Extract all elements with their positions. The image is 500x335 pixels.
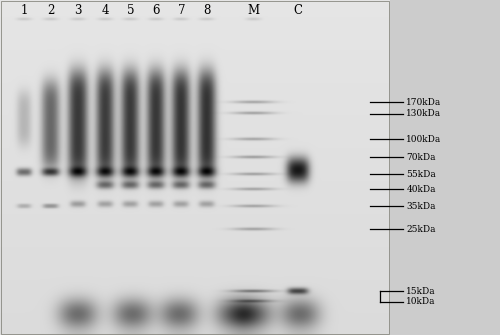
- Text: 7: 7: [178, 3, 185, 16]
- Text: 5: 5: [127, 3, 134, 16]
- Text: 55kDa: 55kDa: [406, 170, 436, 179]
- Text: 100kDa: 100kDa: [406, 135, 442, 143]
- Text: 1: 1: [20, 3, 28, 16]
- Text: C: C: [294, 3, 303, 16]
- Text: 10kDa: 10kDa: [406, 297, 436, 306]
- Text: 40kDa: 40kDa: [406, 185, 436, 194]
- Text: 8: 8: [203, 3, 210, 16]
- Text: 170kDa: 170kDa: [406, 98, 442, 107]
- Text: 4: 4: [102, 3, 109, 16]
- Text: 3: 3: [74, 3, 82, 16]
- Text: 130kDa: 130kDa: [406, 110, 442, 118]
- Text: 70kDa: 70kDa: [406, 153, 436, 162]
- Text: 15kDa: 15kDa: [406, 287, 436, 296]
- Text: 35kDa: 35kDa: [406, 202, 436, 210]
- Text: 6: 6: [152, 3, 160, 16]
- Text: 25kDa: 25kDa: [406, 225, 436, 234]
- Text: M: M: [248, 3, 260, 16]
- Text: 2: 2: [47, 3, 54, 16]
